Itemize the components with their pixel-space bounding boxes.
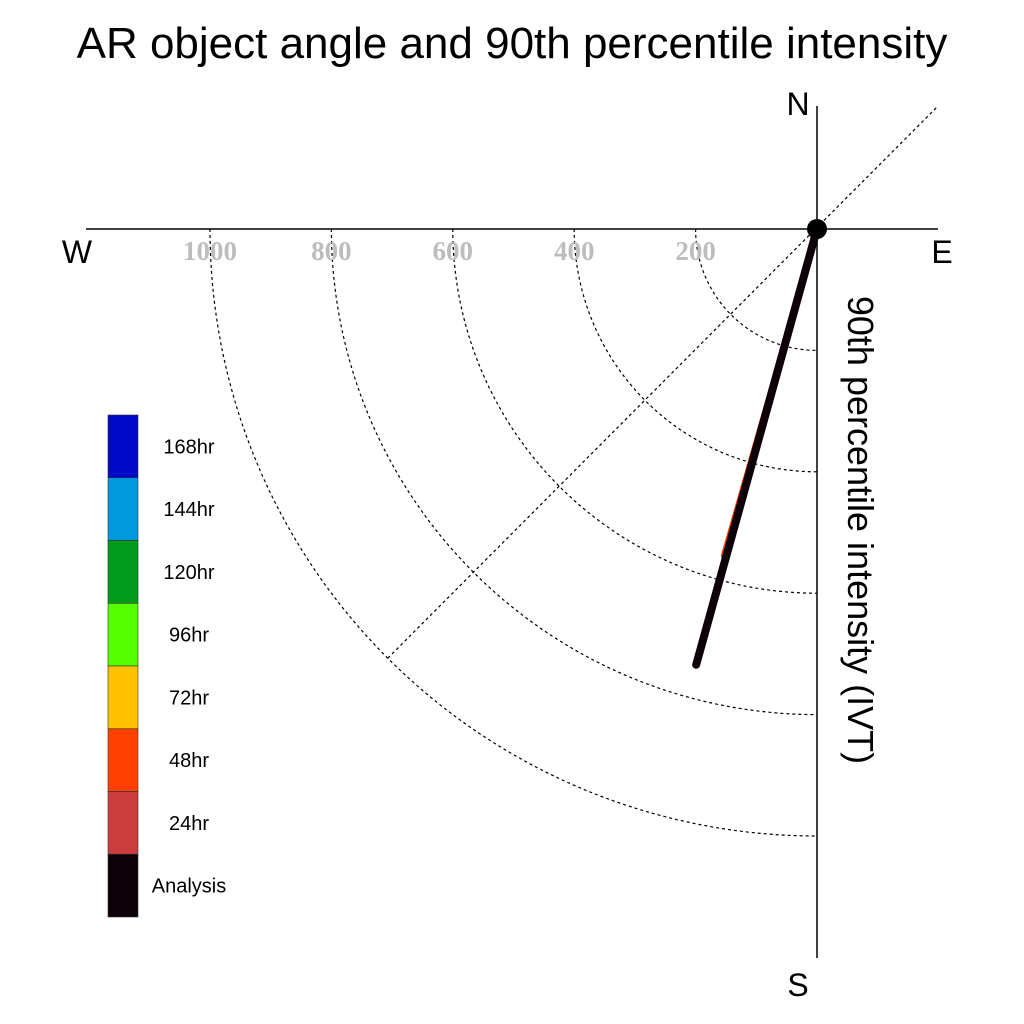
legend-swatch-120hr [107, 540, 139, 604]
tick-label-600: 600 [433, 236, 474, 266]
legend-swatch-96hr [107, 602, 139, 667]
legend-swatch-72hr [107, 665, 139, 730]
legend-swatch-analysis [107, 853, 139, 918]
y-axis-label: 90th percentile intensity (IVT) [840, 296, 881, 764]
tick-label-200: 200 [675, 236, 716, 266]
compass-south: S [787, 967, 808, 1003]
legend-label-168hr: 168hr [163, 436, 214, 458]
legend-label-24hr: 24hr [169, 813, 209, 835]
radial-tick-labels: 200 400 600 800 1000 [183, 236, 716, 266]
legend-swatch-168hr [107, 414, 139, 479]
origin-marker [807, 219, 827, 239]
compass-west: W [62, 234, 93, 270]
compass-north: N [786, 86, 809, 122]
legend-swatch-144hr [107, 477, 139, 541]
tick-label-400: 400 [554, 236, 595, 266]
legend-label-96hr: 96hr [169, 625, 209, 647]
grid-ring-800 [330, 228, 818, 716]
series-lines [692, 225, 821, 669]
legend-label-analysis: Analysis [152, 876, 226, 898]
compass-east: E [931, 234, 952, 270]
tick-label-800: 800 [311, 236, 352, 266]
grid-ring-200 [695, 228, 818, 351]
legend: 168hr 144hr 120hr 96hr 72hr 48hr 24hr Analysis [107, 414, 226, 918]
legend-swatch-24hr [107, 791, 139, 855]
chart-title: AR object angle and 90th percentile inte… [77, 19, 948, 68]
legend-swatch-48hr [107, 728, 139, 792]
grid-ring-400 [573, 228, 818, 473]
grid-ring-1000 [209, 228, 818, 837]
grid-diagonal [387, 105, 939, 659]
series-line-analysis [692, 225, 821, 669]
legend-label-144hr: 144hr [163, 499, 214, 521]
legend-label-120hr: 120hr [163, 562, 214, 584]
polar-grid [209, 105, 939, 837]
legend-label-72hr: 72hr [169, 687, 209, 709]
legend-label-48hr: 48hr [169, 750, 209, 772]
grid-ring-600 [452, 228, 818, 594]
tick-label-1000: 1000 [183, 236, 237, 266]
